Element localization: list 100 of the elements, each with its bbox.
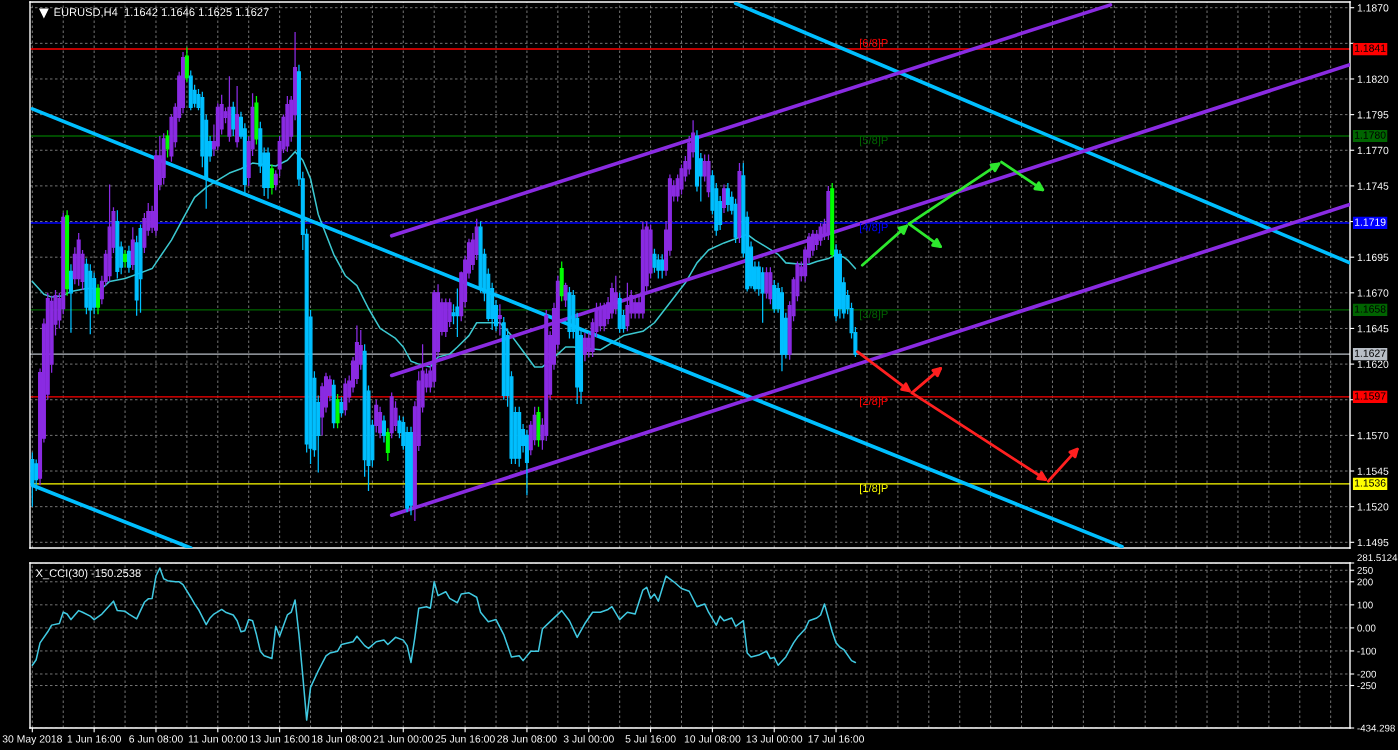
candlestick bbox=[115, 209, 120, 280]
y-tick-label: 1.1495 bbox=[1357, 538, 1389, 547]
y-tick-label: -200 bbox=[1357, 670, 1377, 678]
x-tick-label: 13 Jul 00:00 bbox=[746, 734, 803, 743]
annotation: [2/8]P bbox=[860, 396, 888, 408]
candlestick bbox=[559, 260, 564, 302]
y-tick-label: 1.1570 bbox=[1357, 431, 1389, 440]
candlestick bbox=[65, 209, 70, 297]
ref-line-label: 1.1627 bbox=[1354, 349, 1386, 357]
candlestick bbox=[818, 222, 823, 247]
candlestick bbox=[826, 185, 831, 241]
ref-line-label: 1.1536 bbox=[1354, 479, 1386, 487]
y-tick-label: 1.1670 bbox=[1357, 289, 1389, 297]
candlestick bbox=[374, 399, 379, 434]
candlestick bbox=[455, 287, 460, 338]
x-tick-label: 3 Jul 00:00 bbox=[563, 734, 614, 743]
annotation: [6/8]P bbox=[860, 38, 888, 50]
candlestick bbox=[266, 146, 271, 200]
candlestick bbox=[123, 249, 128, 268]
candlestick bbox=[285, 95, 290, 153]
line-series bbox=[31, 150, 857, 368]
candlestick bbox=[269, 163, 274, 196]
y-tick-label: -434.298 bbox=[1357, 724, 1395, 732]
ref-line-label: 1.1841 bbox=[1354, 44, 1386, 52]
y-tick-label: 1.1820 bbox=[1357, 75, 1389, 83]
ref-line-label: 1.1658 bbox=[1354, 305, 1386, 313]
candlestick bbox=[613, 275, 618, 315]
candlestick bbox=[385, 427, 390, 462]
candlestick bbox=[231, 101, 236, 137]
x-tick-label: 11 Jun 00:00 bbox=[188, 735, 248, 743]
candlestick bbox=[95, 283, 101, 315]
y-tick-label: 1.1770 bbox=[1357, 146, 1389, 155]
candlestick bbox=[381, 414, 386, 444]
candlestick bbox=[725, 182, 730, 213]
line-series bbox=[31, 567, 857, 721]
candlestick bbox=[126, 245, 131, 274]
candlestick bbox=[254, 95, 259, 146]
x-tick-label: 21 Jun 00:00 bbox=[373, 735, 433, 743]
candlestick bbox=[834, 243, 839, 322]
y-tick-label: 1.1520 bbox=[1357, 503, 1389, 511]
y-tick-label: 1.1870 bbox=[1357, 4, 1389, 12]
y-tick-label: 250 bbox=[1357, 567, 1373, 574]
candlestick bbox=[76, 232, 81, 287]
x-tick-label: 6 Jun 08:00 bbox=[129, 735, 183, 743]
y-tick-label: 1.1695 bbox=[1357, 253, 1389, 262]
candlestick bbox=[331, 379, 336, 429]
candlestick bbox=[227, 75, 232, 143]
x-tick-label: 28 Jun 08:00 bbox=[497, 735, 557, 743]
candlestick bbox=[443, 297, 448, 338]
candlestick bbox=[335, 393, 340, 429]
candlestick bbox=[343, 377, 348, 417]
annotation: [4/8]P bbox=[860, 222, 888, 234]
candlestick bbox=[617, 292, 622, 334]
candlestick bbox=[567, 286, 572, 340]
candlestick bbox=[536, 406, 541, 448]
x-tick-label: 13 Jun 16:00 bbox=[250, 735, 310, 743]
x-tick-label: 30 May 2018 bbox=[2, 735, 62, 745]
annotation: [1/8]P bbox=[860, 483, 888, 495]
candlestick bbox=[188, 69, 193, 111]
ref-line-label: 1.1719 bbox=[1354, 218, 1386, 226]
x-tick-label: 1 Jun 16:00 bbox=[67, 735, 121, 743]
candlestick bbox=[138, 223, 143, 314]
ref-line-label: 1.1780 bbox=[1354, 131, 1386, 139]
candlestick bbox=[625, 282, 630, 332]
y-tick-label: 1.1620 bbox=[1357, 360, 1389, 368]
candlestick bbox=[235, 85, 240, 149]
y-tick-label: 281.5124 bbox=[1357, 554, 1398, 562]
candlestick bbox=[389, 391, 394, 439]
candlestick bbox=[772, 279, 777, 314]
candlestick bbox=[779, 286, 784, 372]
y-tick-label: -100 bbox=[1357, 647, 1377, 655]
candlestick bbox=[339, 396, 344, 418]
y-tick-label: 1.1795 bbox=[1357, 111, 1389, 119]
x-tick-label: 5 Jul 16:00 bbox=[625, 734, 676, 743]
y-tick-label: 100 bbox=[1357, 601, 1373, 609]
x-tick-label: 18 Jun 08:00 bbox=[312, 735, 372, 743]
candlestick bbox=[830, 182, 835, 258]
candlestick bbox=[563, 282, 568, 308]
candlestick bbox=[768, 266, 773, 305]
y-tick-label: -250 bbox=[1357, 682, 1377, 690]
y-tick-label: 1.1745 bbox=[1357, 182, 1389, 190]
candlestick bbox=[408, 426, 414, 516]
x-tick-label: 25 Jun 16:00 bbox=[435, 735, 495, 743]
chart-title: EURUSD,H4 1.1642 1.1646 1.1625 1.1627 bbox=[54, 8, 269, 18]
candlestick bbox=[721, 183, 727, 214]
annotation: [3/8]P bbox=[860, 309, 888, 321]
candlestick bbox=[656, 253, 661, 280]
chart-title: X_CCI(30) -150.2538 bbox=[35, 568, 141, 580]
candlestick bbox=[68, 263, 73, 334]
candlestick bbox=[517, 406, 522, 468]
candlestick bbox=[161, 132, 166, 186]
candlestick bbox=[660, 253, 665, 280]
candlestick bbox=[88, 263, 93, 335]
candlestick bbox=[737, 162, 742, 244]
candlestick bbox=[497, 303, 502, 337]
candlestick bbox=[107, 183, 112, 283]
candlestick bbox=[582, 332, 587, 362]
annotation: [5/8]P bbox=[860, 136, 888, 147]
x-tick-label: 10 Jul 08:00 bbox=[684, 734, 741, 743]
y-tick-label: 1.1645 bbox=[1357, 324, 1389, 333]
